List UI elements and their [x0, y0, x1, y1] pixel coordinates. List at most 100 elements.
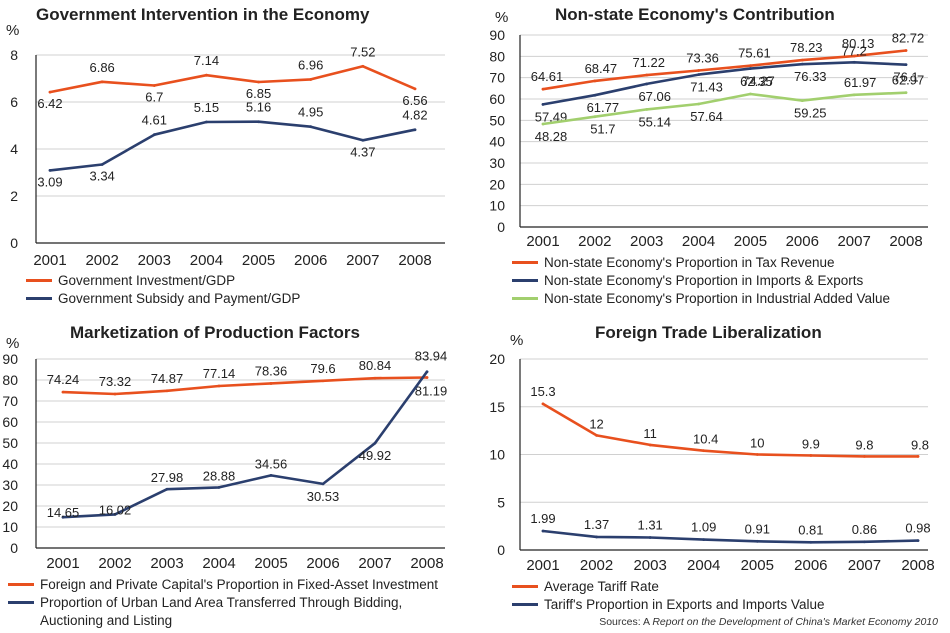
- data-point: [863, 455, 866, 458]
- data-label: 3.09: [37, 174, 62, 189]
- y-tick-label: 2: [10, 188, 18, 204]
- legend-label: Proportion of Urban Land Area Transferre…: [40, 595, 403, 628]
- data-label: 4.37: [350, 144, 375, 159]
- data-point: [61, 515, 65, 519]
- y-tick-label: 0: [497, 219, 505, 235]
- source-prefix: Sources: A: [599, 616, 653, 628]
- data-point: [257, 120, 260, 124]
- data-point: [852, 54, 856, 58]
- data-label: 49.92: [359, 448, 392, 463]
- data-point: [863, 540, 866, 544]
- data-point: [309, 78, 313, 81]
- data-label: 1.37: [584, 517, 609, 532]
- legend-label: Average Tariff Rate: [544, 579, 659, 594]
- data-label: 6.96: [298, 57, 323, 72]
- source-note: Sources: A Report on the Development of …: [599, 616, 938, 628]
- data-label: 59.25: [794, 106, 827, 121]
- chart-title: Foreign Trade Liberalization: [595, 323, 822, 342]
- x-tick-label: 2001: [526, 557, 559, 574]
- y-tick-label: 0: [10, 235, 18, 251]
- data-label: 81.19: [415, 384, 448, 399]
- data-label: 71.22: [632, 55, 665, 70]
- legend-item: Government Investment/GDP: [26, 272, 300, 290]
- series-line: [541, 49, 908, 91]
- data-point: [257, 80, 260, 84]
- legend-swatch-green: [512, 297, 538, 300]
- legend-item: Proportion of Urban Land Area Transferre…: [8, 594, 448, 630]
- x-tick-label: 2002: [578, 233, 611, 250]
- data-point: [916, 539, 920, 543]
- chart-legend: Government Investment/GDP Government Sub…: [26, 272, 300, 308]
- chart-legend: Non-state Economy's Proportion in Tax Re…: [512, 254, 890, 308]
- data-point: [904, 63, 908, 67]
- data-point: [595, 535, 598, 539]
- x-tick-label: 2006: [786, 233, 819, 250]
- data-point: [541, 87, 545, 91]
- data-label: 34.56: [255, 456, 288, 471]
- data-point: [425, 370, 429, 374]
- y-tick-label: 20: [2, 498, 18, 514]
- data-label: 77.2: [841, 43, 866, 58]
- data-point: [61, 390, 65, 394]
- x-tick-label: 2002: [85, 252, 118, 269]
- legend-swatch-navy: [8, 601, 34, 604]
- series-line: [541, 529, 920, 544]
- data-point: [702, 538, 706, 541]
- data-label: 76.1: [893, 70, 918, 85]
- legend-label: Non-state Economy's Proportion in Tax Re…: [544, 255, 835, 270]
- legend-label: Government Investment/GDP: [58, 273, 236, 288]
- data-label: 55.14: [638, 114, 671, 129]
- x-tick-label: 2002: [98, 555, 131, 572]
- data-point: [165, 389, 169, 393]
- data-label: 1.09: [691, 520, 716, 535]
- legend-item: Non-state Economy's Proportion in Indust…: [512, 290, 890, 308]
- data-label: 78.23: [790, 40, 823, 55]
- data-point: [904, 91, 908, 95]
- x-tick-label: 2003: [633, 557, 666, 574]
- chart-title: Marketization of Production Factors: [70, 323, 360, 342]
- data-label: 74.27: [742, 74, 775, 89]
- data-label: 10: [750, 436, 764, 451]
- y-tick-label: 10: [2, 519, 18, 535]
- data-label: 6.42: [37, 96, 62, 111]
- data-label: 6.7: [145, 90, 163, 105]
- legend-item: Non-state Economy's Proportion in Import…: [512, 272, 890, 290]
- data-label: 73.36: [686, 50, 719, 65]
- data-label: 7.14: [194, 53, 219, 68]
- data-label: 6.86: [89, 60, 114, 75]
- data-point: [373, 441, 377, 445]
- data-point: [645, 73, 649, 77]
- data-label: 11: [643, 426, 657, 441]
- data-label: 76.33: [794, 69, 827, 84]
- data-point: [755, 453, 759, 456]
- chart-plot-non-state-economy: 0 10 20 30 40 50 60 70 80 90% 2001 2002 2003 2004 2005…: [489, 9, 928, 250]
- data-label: 0.91: [745, 521, 770, 536]
- data-point: [541, 122, 545, 126]
- data-point: [541, 102, 545, 106]
- y-tick-label: 60: [489, 91, 505, 107]
- data-point: [593, 79, 597, 83]
- data-point: [413, 128, 417, 132]
- data-label: 9.8: [855, 437, 873, 452]
- x-tick-label: 2008: [398, 252, 431, 269]
- data-point: [749, 92, 752, 96]
- data-label: 3.34: [89, 169, 114, 184]
- data-label: 77.14: [203, 366, 236, 381]
- data-point: [309, 125, 313, 129]
- x-tick-label: 2005: [254, 555, 287, 572]
- data-point: [595, 434, 598, 437]
- x-tick-label: 2004: [202, 555, 235, 572]
- data-point: [100, 80, 104, 84]
- data-label: 4.82: [402, 108, 427, 123]
- y-tick-label: 40: [2, 456, 18, 472]
- y-tick-label: 20: [489, 351, 505, 367]
- data-point: [373, 376, 377, 380]
- x-tick-label: 2008: [410, 555, 443, 572]
- data-point: [100, 163, 104, 166]
- y-tick-label: 10: [489, 447, 505, 463]
- chart-legend: Average Tariff Rate Tariff's Proportion …: [512, 578, 824, 614]
- y-tick-label: 50: [489, 112, 505, 128]
- legend-swatch-orange: [8, 583, 34, 586]
- chart-plot-marketization: 0 10 20 30 40 50 60 70 80 90% 2001 2002 2003 2004 2005…: [2, 335, 448, 572]
- data-point: [152, 133, 156, 137]
